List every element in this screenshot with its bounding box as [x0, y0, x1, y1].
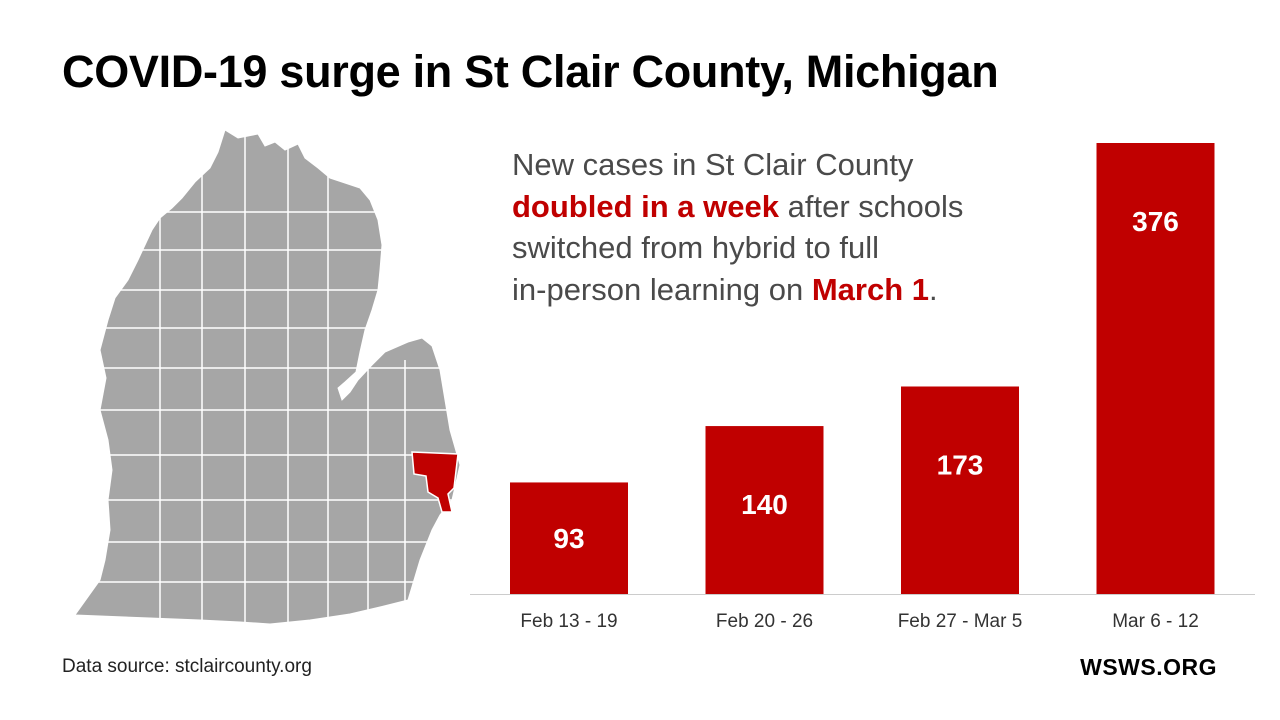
blurb-line4-end: . [929, 271, 938, 307]
x-tick-label-2: Feb 27 - Mar 5 [898, 611, 1023, 632]
bar-value-label-3: 376 [1132, 206, 1179, 237]
x-tick-label-1: Feb 20 - 26 [716, 611, 813, 632]
michigan-map [74, 129, 461, 625]
blurb-line3: switched from hybrid to full [512, 230, 879, 265]
blurb-line2: after schools [779, 188, 964, 224]
chart-annotation: New cases in St Clair County doubled in a… [512, 144, 1032, 310]
bar-value-label-1: 140 [741, 489, 788, 520]
bar-1 [705, 426, 824, 594]
wsws-logo: WSWS.ORG [1080, 654, 1217, 680]
data-source: Data source: stclaircounty.org [62, 656, 312, 677]
bar-2 [901, 386, 1019, 594]
bar-value-label-0: 93 [553, 523, 584, 554]
bar-0 [510, 482, 628, 594]
blurb-line4: in-person learning on [512, 271, 812, 307]
blurb-highlight-date: March 1 [811, 271, 930, 307]
x-tick-label-3: Mar 6 - 12 [1112, 611, 1199, 632]
blurb-highlight-doubled: doubled in a week [512, 188, 779, 224]
x-tick-label-0: Feb 13 - 19 [520, 611, 617, 632]
blurb-line1: New cases in St Clair County [512, 147, 914, 182]
bar-chart: 93 Feb 13 - 19 140 Feb 20 - 26 173 Feb 27 - M… [470, 143, 1255, 632]
chart-title: COVID-19 surge in St Clair County, Michi… [62, 46, 999, 97]
bar-value-label-2: 173 [937, 449, 984, 480]
bar-3 [1096, 143, 1215, 594]
st-clair-county-highlight [411, 451, 459, 513]
